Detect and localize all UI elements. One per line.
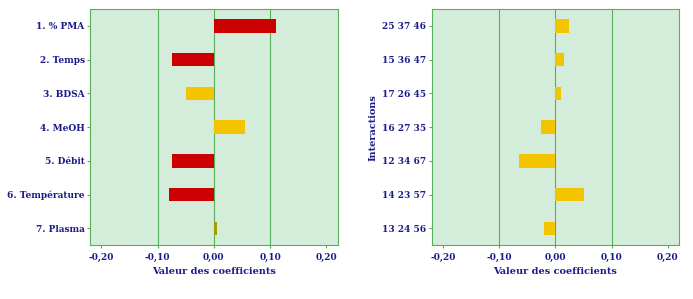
- Bar: [169, 188, 214, 201]
- Bar: [541, 120, 555, 134]
- Y-axis label: Interactions: Interactions: [369, 94, 378, 161]
- Bar: [555, 53, 564, 66]
- Bar: [555, 87, 561, 100]
- Bar: [544, 222, 555, 235]
- Bar: [214, 222, 217, 235]
- Bar: [214, 19, 276, 33]
- X-axis label: Valeur des coefficients: Valeur des coefficients: [152, 267, 276, 276]
- Y-axis label: Facteurs: Facteurs: [0, 103, 3, 151]
- Bar: [214, 120, 245, 134]
- Bar: [519, 154, 555, 167]
- Bar: [172, 53, 214, 66]
- Bar: [186, 87, 214, 100]
- Bar: [555, 19, 570, 33]
- X-axis label: Valeur des coefficients: Valeur des coefficients: [493, 267, 617, 276]
- Bar: [172, 154, 214, 167]
- Bar: [555, 188, 584, 201]
